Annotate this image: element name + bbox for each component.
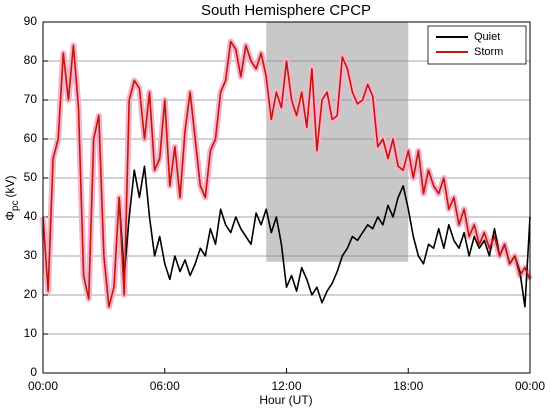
y-tick-label: 0	[30, 365, 37, 379]
y-label-symbol: Φ	[3, 211, 17, 221]
x-tick-label: 06:00	[150, 379, 180, 393]
series-line	[118, 165, 531, 308]
x-tick-label: 00:00	[515, 379, 545, 393]
legend-label: Quiet	[474, 31, 500, 43]
y-tick-label: 60	[24, 131, 38, 145]
y-tick-label: 40	[24, 209, 38, 223]
legend-box	[427, 25, 527, 65]
plot-frame	[42, 21, 531, 374]
legend-label: Storm	[474, 46, 503, 58]
y-tick-label: 10	[24, 326, 38, 340]
x-tick-label: 12:00	[271, 379, 301, 393]
y-label-unit: (kV)	[3, 175, 17, 197]
x-tick-label: 00:00	[28, 379, 58, 393]
y-tick-label: 30	[24, 248, 38, 262]
series-line	[42, 40, 531, 308]
y-tick-label: 70	[24, 92, 38, 106]
y-tick-label: 50	[24, 170, 38, 184]
shaded-region	[266, 22, 409, 262]
x-tick-label: 18:00	[393, 379, 423, 393]
y-tick-label: 90	[24, 14, 38, 28]
chart-title: South Hemisphere CPCP	[201, 2, 371, 19]
x-axis-label: Hour (UT)	[259, 393, 312, 407]
y-axis-label: Φpc (kV)	[3, 175, 20, 220]
legend: Quiet Storm	[427, 25, 527, 65]
y-tick-label: 80	[24, 53, 38, 67]
y-tick-label: 20	[24, 287, 38, 301]
y-label-subscript: pc	[10, 200, 21, 211]
